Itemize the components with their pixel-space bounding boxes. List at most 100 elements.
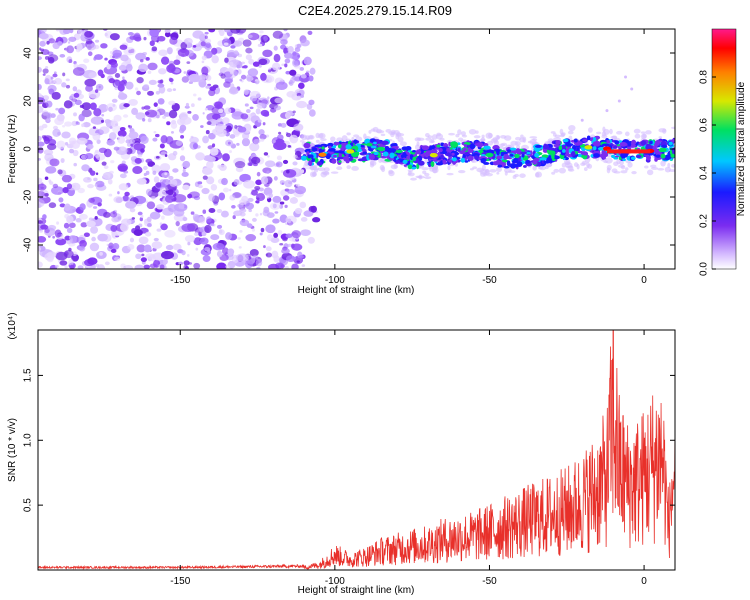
noise-blob [205,129,210,135]
noise-blob [224,107,232,115]
noise-blob [127,244,135,250]
stray-dot [617,99,621,103]
signal-peak [547,150,556,155]
noise-blob [247,68,259,77]
noise-blob [202,167,213,175]
noise-blob [252,217,257,222]
noise-blob [158,49,168,57]
noise-blob [166,64,176,73]
noise-blob [56,221,60,225]
noise-blob [69,264,75,269]
noise-blob [281,63,286,67]
noise-blob [217,164,221,169]
noise-blob [291,263,299,269]
noise-blob [157,98,165,105]
noise-blob [44,153,54,162]
signal-peak [584,145,593,150]
noise-blob [208,193,215,202]
noise-blob [280,39,288,45]
signal-halo [496,171,500,175]
noise-blob [42,214,47,220]
noise-blob [78,245,86,252]
noise-blob [291,93,295,97]
noise-blob [296,120,301,123]
snr-series-line [38,330,675,570]
noise-blob [137,211,143,216]
noise-blob [213,148,219,153]
noise-blob [175,54,181,61]
noise-blob [280,264,285,268]
noise-blob [255,193,266,202]
noise-blob [64,203,71,211]
signal-blob [338,160,342,163]
signal-halo [620,170,628,174]
noise-blob [296,95,302,100]
noise-blob [168,175,174,180]
stray-dot [580,118,584,122]
noise-blob [239,229,243,233]
noise-blob [95,83,104,91]
noise-blob [54,117,64,126]
noise-blob [73,92,80,98]
noise-blob [187,110,192,114]
noise-blob [72,67,85,76]
noise-blob [271,250,279,259]
noise-blob [128,98,138,106]
signal-halo [624,131,630,137]
x-tick-label: -50 [482,275,497,286]
noise-blob [292,110,296,114]
signal-blob [345,144,352,150]
noise-blob [173,59,181,66]
noise-blob [212,113,221,120]
noise-blob [283,29,288,32]
noise-blob [281,182,285,185]
noise-blob [234,60,239,66]
signal-blob [672,149,675,155]
signal-blob [497,164,503,168]
signal-blob [331,158,337,164]
noise-blob [179,111,189,121]
signal-halo [588,127,593,133]
noise-blob [117,135,126,144]
signal-blob [579,144,586,148]
signal-blob [660,153,666,159]
signal-blob [558,145,563,151]
signal-blob [430,161,435,167]
signal-halo [587,163,593,169]
signal-blob [582,139,588,142]
noise-blob [216,208,223,213]
noise-blob [300,39,310,47]
noise-blob [95,263,100,267]
noise-blob [81,123,85,128]
noise-blob [160,56,170,65]
noise-blob [61,131,71,139]
noise-blob [295,73,300,77]
noise-blob [111,216,120,223]
noise-blob [38,105,44,114]
signal-halo [627,162,633,168]
signal-halo [644,165,649,169]
signal-halo [658,136,663,139]
signal-halo [472,166,478,170]
noise-blob [227,49,237,57]
noise-blob [214,101,223,109]
noise-blob [251,189,258,196]
signal-peak [658,147,667,153]
signal-halo [457,129,462,136]
noise-blob [245,54,252,61]
noise-blob [169,179,178,187]
noise-blob [86,143,94,150]
noise-blob [234,124,238,129]
noise-blob [212,242,225,251]
noise-blob [206,160,214,169]
noise-blob [211,55,219,64]
noise-blob [275,161,283,168]
noise-blob [38,220,43,224]
noise-blob [265,76,273,83]
signal-blob [407,164,413,170]
noise-blob [282,195,290,201]
snr-frame [37,329,676,571]
noise-blob [248,162,253,166]
noise-blob [296,43,302,48]
noise-blob [89,242,100,252]
